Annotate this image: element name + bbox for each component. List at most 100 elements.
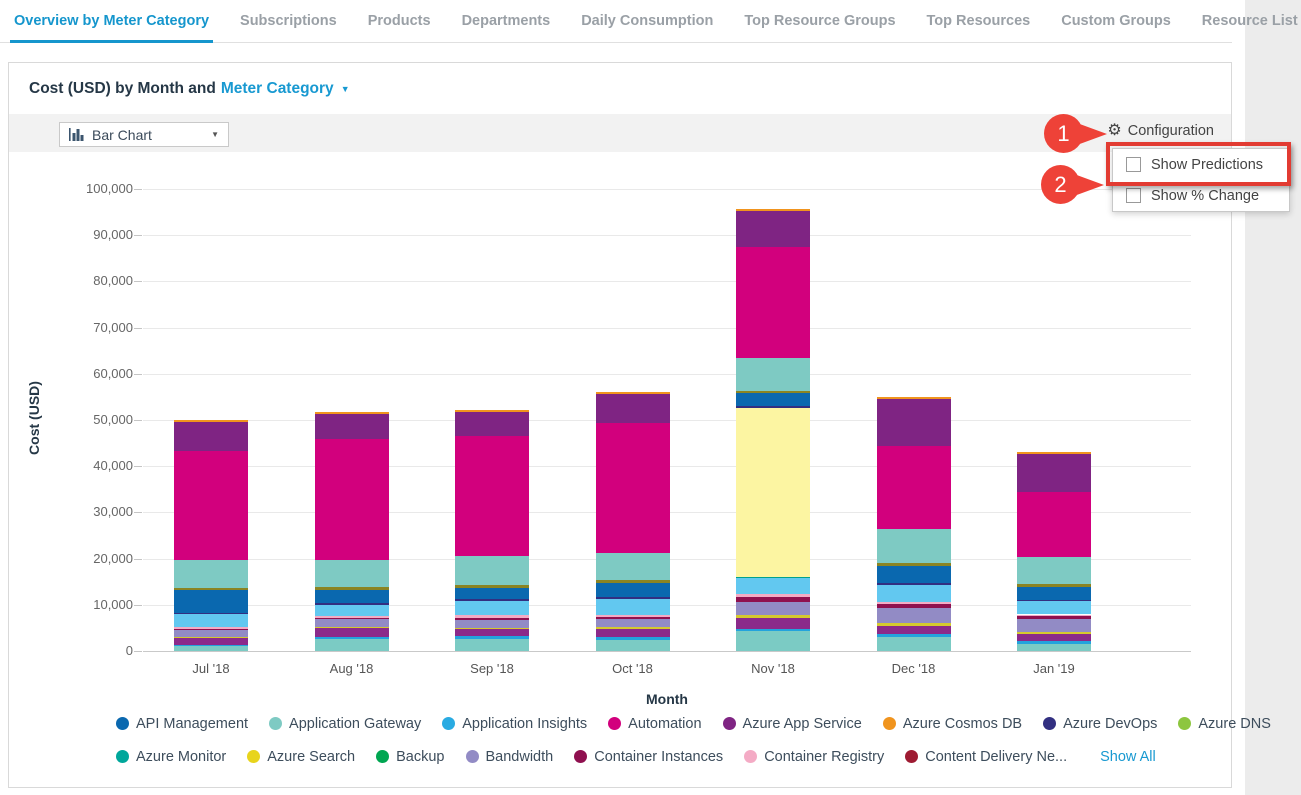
bar-segment-sep-18-other-cyan[interactable] xyxy=(455,636,529,639)
bar-segment-nov-18-azure-devops[interactable] xyxy=(736,406,810,408)
bar-segment-jan-19-other-olive[interactable] xyxy=(1017,584,1091,587)
bar-segment-aug-18-other-cyan[interactable] xyxy=(315,637,389,640)
bar-segment-jul-18-other-yellow[interactable] xyxy=(174,637,248,638)
tab-products[interactable]: Products xyxy=(368,0,431,43)
legend-item-application-gateway[interactable]: Application Gateway xyxy=(269,716,421,732)
legend-item-content-delivery-ne[interactable]: Content Delivery Ne... xyxy=(905,749,1067,765)
bar-segment-sep-18-other-purple[interactable] xyxy=(455,629,529,636)
bar-segment-jan-19-bandwidth[interactable] xyxy=(1017,619,1091,631)
bar-segment-oct-18-bandwidth[interactable] xyxy=(596,619,670,627)
bar-segment-dec-18-other-purple[interactable] xyxy=(877,626,951,635)
bar-segment-sep-18-azure-cosmos-db[interactable] xyxy=(455,410,529,412)
bar-segment-aug-18-azure-cosmos-db[interactable] xyxy=(315,412,389,414)
bar-segment-nov-18-azure-monitor[interactable] xyxy=(736,577,810,578)
show-all-link[interactable]: Show All xyxy=(1100,749,1156,765)
bar-segment-jul-18-azure-app-service[interactable] xyxy=(174,422,248,451)
bar-segment-oct-18-other-yellow[interactable] xyxy=(596,627,670,629)
bar-segment-oct-18-automation[interactable] xyxy=(596,423,670,552)
bar-segment-jan-19-api-management[interactable] xyxy=(1017,587,1091,600)
bar-segment-dec-18-other-yellow[interactable] xyxy=(877,623,951,625)
bar-segment-oct-18-azure-app-service[interactable] xyxy=(596,394,670,424)
bar-segment-oct-18-other-olive[interactable] xyxy=(596,580,670,583)
bar-segment-sep-18-container-instances[interactable] xyxy=(455,618,529,620)
tab-top-resource-groups[interactable]: Top Resource Groups xyxy=(744,0,895,43)
bar-segment-jul-18-api-management[interactable] xyxy=(174,590,248,612)
bar-segment-jul-18-container-registry[interactable] xyxy=(174,627,248,628)
bar-segment-jan-19-application-gateway[interactable] xyxy=(1017,557,1091,584)
tab-top-resources[interactable]: Top Resources xyxy=(927,0,1031,43)
bar-segment-dec-18-azure-app-service[interactable] xyxy=(877,399,951,446)
bar-segment-oct-18-container-registry[interactable] xyxy=(596,615,670,617)
tab-departments[interactable]: Departments xyxy=(462,0,551,43)
legend-item-backup[interactable]: Backup xyxy=(376,749,444,765)
dimension-selector[interactable]: Meter Category ▼ xyxy=(221,80,350,98)
bar-segment-nov-18-other-purple[interactable] xyxy=(736,618,810,629)
bar-segment-sep-18-azure-devops[interactable] xyxy=(455,599,529,601)
bar-segment-jul-18-other-teal[interactable] xyxy=(174,646,248,651)
bar-segment-sep-18-azure-app-service[interactable] xyxy=(455,412,529,436)
bar-segment-sep-18-container-registry[interactable] xyxy=(455,615,529,617)
bar-segment-nov-18-container-registry[interactable] xyxy=(736,594,810,597)
bar-segment-oct-18-other-purple[interactable] xyxy=(596,629,670,637)
bar-segment-jan-19-azure-app-service[interactable] xyxy=(1017,454,1091,492)
bar-segment-sep-18-application-gateway[interactable] xyxy=(455,556,529,585)
bar-segment-oct-18-azure-devops[interactable] xyxy=(596,597,670,599)
bar-segment-sep-18-automation[interactable] xyxy=(455,436,529,556)
bar-segment-nov-18-other-olive[interactable] xyxy=(736,391,810,393)
bar-segment-oct-18-application-insights[interactable] xyxy=(596,599,670,615)
bar-segment-nov-18-other-teal[interactable] xyxy=(736,631,810,651)
legend-item-azure-cosmos-db[interactable]: Azure Cosmos DB xyxy=(883,716,1022,732)
bar-segment-jan-19-container-instances[interactable] xyxy=(1017,616,1091,619)
bar-segment-aug-18-other-teal[interactable] xyxy=(315,639,389,651)
bar-segment-nov-18-other-yellow[interactable] xyxy=(736,615,810,617)
bar-segment-sep-18-other-olive[interactable] xyxy=(455,585,529,588)
bar-segment-aug-18-application-gateway[interactable] xyxy=(315,560,389,587)
bar-segment-dec-18-other-olive[interactable] xyxy=(877,563,951,566)
bar-segment-oct-18-other-teal[interactable] xyxy=(596,640,670,651)
legend-item-bandwidth[interactable]: Bandwidth xyxy=(466,749,554,765)
bar-segment-jan-19-other-cyan[interactable] xyxy=(1017,641,1091,644)
bar-segment-aug-18-azure-devops[interactable] xyxy=(315,603,389,605)
bar-segment-dec-18-container-instances[interactable] xyxy=(877,604,951,608)
bar-segment-oct-18-azure-cosmos-db[interactable] xyxy=(596,392,670,394)
bar-segment-jan-19-other-teal[interactable] xyxy=(1017,644,1091,651)
bar-segment-jul-18-automation[interactable] xyxy=(174,451,248,560)
tab-resource-list[interactable]: Resource List xyxy=(1202,0,1298,43)
bar-segment-dec-18-api-management[interactable] xyxy=(877,566,951,583)
bar-segment-sep-18-api-management[interactable] xyxy=(455,588,529,599)
bar-segment-jul-18-application-gateway[interactable] xyxy=(174,560,248,588)
bar-segment-dec-18-container-registry[interactable] xyxy=(877,602,951,604)
bar-segment-jul-18-bandwidth[interactable] xyxy=(174,630,248,637)
bar-segment-jan-19-automation[interactable] xyxy=(1017,492,1091,557)
tab-daily-consumption[interactable]: Daily Consumption xyxy=(581,0,713,43)
bar-segment-dec-18-bandwidth[interactable] xyxy=(877,608,951,623)
bar-segment-dec-18-application-gateway[interactable] xyxy=(877,529,951,563)
bar-segment-jul-18-azure-devops[interactable] xyxy=(174,613,248,614)
bar-segment-aug-18-azure-app-service[interactable] xyxy=(315,414,389,439)
bar-segment-jan-19-container-registry[interactable] xyxy=(1017,615,1091,616)
bar-segment-nov-18-api-management[interactable] xyxy=(736,393,810,406)
legend-item-azure-devops[interactable]: Azure DevOps xyxy=(1043,716,1157,732)
bar-segment-jan-19-other-purple[interactable] xyxy=(1017,634,1091,641)
bar-segment-jul-18-other-olive[interactable] xyxy=(174,588,248,591)
bar-segment-dec-18-azure-devops[interactable] xyxy=(877,583,951,585)
bar-segment-dec-18-other-cyan[interactable] xyxy=(877,634,951,637)
bar-segment-oct-18-application-gateway[interactable] xyxy=(596,553,670,581)
bar-segment-nov-18-azure-cosmos-db[interactable] xyxy=(736,209,810,211)
bar-segment-sep-18-other-teal[interactable] xyxy=(455,639,529,651)
legend-item-container-instances[interactable]: Container Instances xyxy=(574,749,723,765)
bar-segment-nov-18-container-instances[interactable] xyxy=(736,597,810,601)
bar-segment-nov-18-bandwidth[interactable] xyxy=(736,602,810,616)
bar-segment-nov-18-azure-app-service[interactable] xyxy=(736,211,810,247)
bar-segment-oct-18-api-management[interactable] xyxy=(596,583,670,597)
legend-item-automation[interactable]: Automation xyxy=(608,716,701,732)
checkbox-show-percent-change[interactable] xyxy=(1126,188,1141,203)
legend-item-azure-monitor[interactable]: Azure Monitor xyxy=(116,749,226,765)
bar-segment-nov-18-azure-search[interactable] xyxy=(736,408,810,577)
bar-segment-jul-18-container-instances[interactable] xyxy=(174,629,248,630)
bar-segment-jul-18-other-purple[interactable] xyxy=(174,638,248,644)
bar-segment-dec-18-azure-cosmos-db[interactable] xyxy=(877,397,951,399)
legend-item-container-registry[interactable]: Container Registry xyxy=(744,749,884,765)
bar-segment-oct-18-other-cyan[interactable] xyxy=(596,637,670,640)
bar-segment-jul-18-azure-cosmos-db[interactable] xyxy=(174,420,248,422)
